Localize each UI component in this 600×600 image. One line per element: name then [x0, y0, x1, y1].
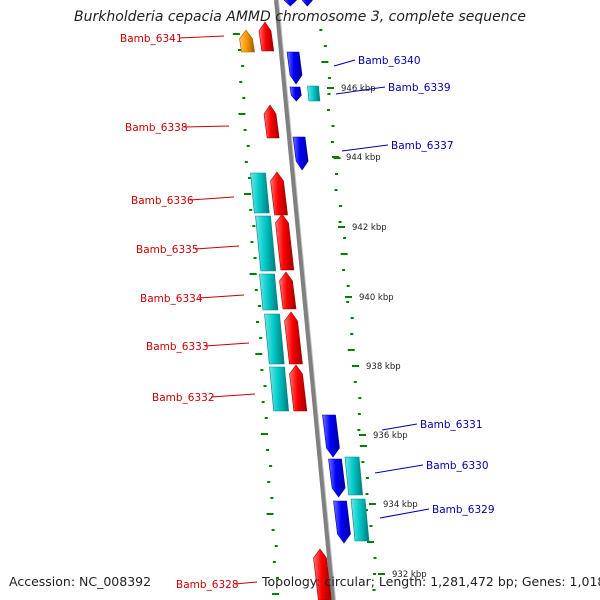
- gene-label-left: Bamb_6332: [152, 392, 215, 404]
- scale-label: 938 kbp: [366, 362, 401, 372]
- gene-label-right: Bamb_6339: [388, 82, 451, 94]
- leader-line: [381, 423, 418, 431]
- rna-feature-block: [264, 313, 285, 365]
- sequence-summary: Topology: circular; Length: 1,281,472 bp…: [262, 574, 600, 589]
- leader-line: [335, 86, 386, 95]
- forward-cds-arrow: [279, 271, 297, 310]
- leader-line: [341, 144, 389, 152]
- leader-line: [374, 464, 424, 474]
- gene-label-left: Bamb_6338: [125, 122, 188, 134]
- scale-label: 934 kbp: [383, 500, 418, 510]
- gene-label-left: Bamb_6334: [140, 293, 203, 305]
- gene-label-right: Bamb_6340: [358, 55, 421, 67]
- gene-label-right: Bamb_6330: [426, 460, 489, 472]
- rna-feature-block: [307, 85, 321, 102]
- gene-label-left: Bamb_6333: [146, 341, 209, 353]
- gene-label-left: Bamb_6328: [176, 579, 239, 591]
- leader-line: [198, 294, 245, 299]
- forward-cds-arrow: [263, 104, 280, 139]
- rna-feature-block: [255, 215, 277, 272]
- gene-label-right: Bamb_6337: [391, 140, 454, 152]
- reverse-cds-arrow: [333, 500, 351, 544]
- gene-label-right: Bamb_6331: [420, 419, 483, 431]
- forward-cds-arrow: [275, 213, 295, 271]
- reverse-cds-arrow: [322, 414, 340, 458]
- gene-label-left: Bamb_6336: [131, 195, 194, 207]
- scale-label: 942 kbp: [352, 223, 387, 233]
- rna-feature-block: [350, 498, 370, 542]
- reverse-cds-arrow: [301, 0, 313, 7]
- leader-line: [234, 581, 258, 585]
- gene-label-right: Bamb_6329: [432, 504, 495, 516]
- reverse-cds-arrow: [292, 136, 309, 171]
- rna-feature-block: [344, 456, 363, 496]
- scale-label: 932 kbp: [392, 570, 427, 580]
- scale-label: 936 kbp: [373, 431, 408, 441]
- leader-line: [204, 342, 250, 347]
- gene-label-left: Bamb_6341: [120, 33, 183, 45]
- rna-feature-block: [259, 273, 279, 311]
- rna-feature-block: [250, 172, 270, 214]
- leader-line: [333, 59, 356, 67]
- map-title: Burkholderia cepacia AMMD chromosome 3, …: [74, 9, 526, 25]
- forward-cds-arrow: [289, 364, 308, 412]
- scale-label: 946 kbp: [341, 84, 376, 94]
- leader-line: [194, 245, 240, 250]
- leader-line: [183, 125, 230, 128]
- backbone-line: [274, 0, 335, 600]
- reverse-cds-arrow: [289, 86, 302, 102]
- reverse-cds-arrow: [283, 0, 297, 7]
- leader-line: [210, 393, 256, 398]
- forward-cds-arrow: [258, 21, 275, 52]
- forward-cds-arrow: [313, 548, 332, 600]
- scale-label: 944 kbp: [346, 153, 381, 163]
- reverse-cds-arrow: [328, 458, 346, 498]
- other-feature-block: [239, 29, 255, 53]
- scale-label: 940 kbp: [359, 293, 394, 303]
- forward-cds-arrow: [270, 171, 288, 216]
- reverse-cds-arrow: [286, 51, 303, 85]
- leader-line: [189, 196, 235, 201]
- leader-line: [379, 508, 430, 519]
- gene-label-left: Bamb_6335: [136, 244, 199, 256]
- rna-feature-block: [269, 366, 290, 412]
- leader-line: [178, 35, 225, 39]
- forward-cds-arrow: [284, 311, 303, 365]
- accession-label: Accession: NC_008392: [9, 574, 152, 589]
